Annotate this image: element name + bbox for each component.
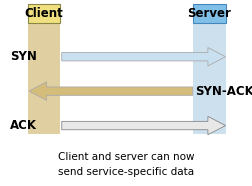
- Text: ACK: ACK: [10, 119, 37, 132]
- Text: SYN-ACK: SYN-ACK: [195, 85, 252, 98]
- FancyArrow shape: [29, 82, 193, 100]
- Bar: [28, 4, 60, 134]
- FancyArrow shape: [62, 48, 226, 66]
- Text: send service-specific data: send service-specific data: [58, 167, 194, 177]
- Bar: [193, 4, 226, 23]
- Bar: [28, 4, 60, 23]
- FancyArrow shape: [62, 116, 226, 135]
- Text: SYN: SYN: [10, 50, 37, 63]
- Text: Client: Client: [25, 7, 64, 20]
- Bar: [193, 4, 226, 134]
- Text: Server: Server: [187, 7, 231, 20]
- Text: Client and server can now: Client and server can now: [58, 152, 194, 162]
